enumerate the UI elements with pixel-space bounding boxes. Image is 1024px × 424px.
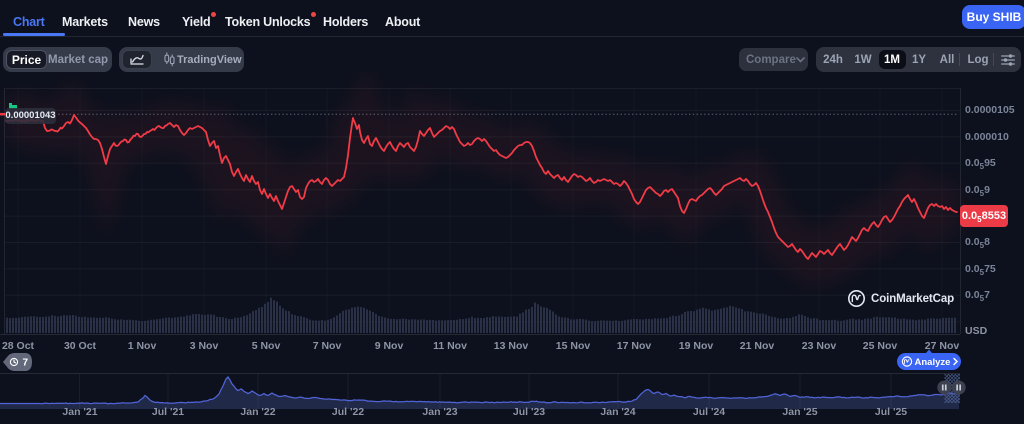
svg-text:Analyze: Analyze — [915, 357, 951, 368]
svg-text:7: 7 — [23, 358, 29, 369]
